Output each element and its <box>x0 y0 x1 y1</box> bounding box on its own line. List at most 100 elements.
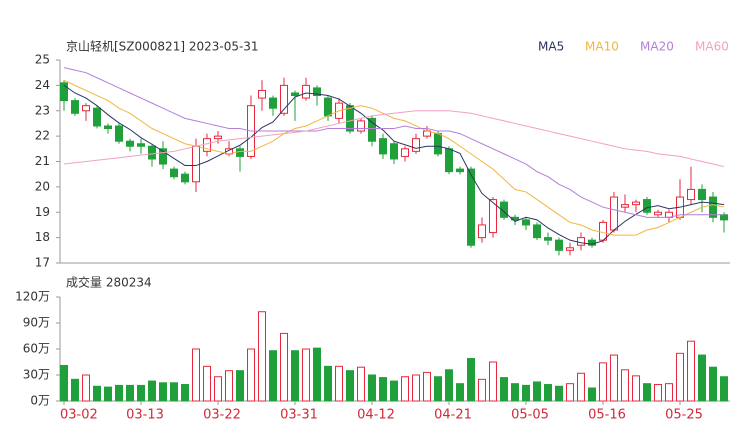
candle-body <box>566 247 574 251</box>
y-tick-label: 21 <box>35 154 50 168</box>
volume-bar <box>434 376 442 402</box>
candle-body <box>60 82 68 102</box>
volume-bar <box>280 332 288 402</box>
candle-body <box>478 224 486 239</box>
volume-bar <box>335 365 343 402</box>
volume-bar <box>159 382 167 402</box>
volume-bar <box>302 348 310 402</box>
candle-body <box>500 201 508 218</box>
candle-body <box>621 204 629 208</box>
volume-bar <box>467 358 475 402</box>
volume-bar <box>313 347 321 402</box>
volume-bar <box>654 384 662 402</box>
x-tick-label: 03-13 <box>126 408 164 423</box>
volume-bar <box>93 385 101 402</box>
volume-bar <box>192 348 200 402</box>
volume-bar <box>511 383 519 402</box>
candle-body <box>71 100 79 114</box>
x-tick-label: 05-05 <box>511 408 549 423</box>
candle-body <box>104 125 112 130</box>
candle-body <box>269 97 277 109</box>
x-tick-label: 04-12 <box>357 408 395 423</box>
y-tick-label: 23 <box>35 103 50 117</box>
volume-bar <box>104 386 112 402</box>
candle-body <box>456 168 464 173</box>
candle-body <box>357 120 365 132</box>
y-tick-label: 19 <box>35 205 50 219</box>
volume-bar <box>181 384 189 402</box>
ma-line <box>63 84 725 245</box>
ma-line <box>63 67 724 218</box>
y-tick-label: 24 <box>35 78 50 92</box>
candle-body <box>148 145 156 160</box>
candle-body <box>170 168 178 178</box>
volume-bar <box>137 384 145 402</box>
volume-bar <box>379 377 387 402</box>
volume-bar <box>247 348 255 402</box>
candle-body <box>82 105 90 112</box>
x-tick-label: 05-16 <box>588 408 626 423</box>
candle-body <box>368 117 376 142</box>
candle-body <box>687 188 695 201</box>
candle-body <box>445 148 453 173</box>
candle-body <box>236 148 244 157</box>
volume-bar <box>236 370 244 402</box>
volume-bar <box>445 369 453 402</box>
volume-bar <box>610 354 618 402</box>
volume-bar <box>566 383 574 402</box>
candle-body <box>93 107 101 127</box>
candle-body <box>412 138 420 152</box>
volume-bar <box>291 350 299 402</box>
legend-entry: MA10 <box>585 40 619 54</box>
volume-bar <box>643 383 651 402</box>
y-tick-label: 18 <box>35 230 50 244</box>
volume-bar <box>577 372 585 402</box>
y-tick-label: 120万 <box>15 290 50 304</box>
volume-bar <box>258 311 266 402</box>
volume-bar <box>676 352 684 402</box>
volume-bar <box>500 377 508 402</box>
volume-bar <box>698 354 706 402</box>
candle-body <box>214 135 222 140</box>
ma-line <box>63 110 725 168</box>
volume-bar <box>225 370 233 402</box>
volume-bar <box>555 385 563 402</box>
volume-bar <box>720 376 728 402</box>
candle-body <box>137 143 145 147</box>
candle-body <box>280 84 288 114</box>
volume-bar <box>357 366 365 402</box>
candle-body <box>390 143 398 160</box>
volume-bar <box>390 380 398 402</box>
candle-body <box>599 221 607 241</box>
candle-body <box>632 201 640 206</box>
volume-bar <box>148 380 156 402</box>
volume-bar <box>687 340 695 402</box>
y-tick-label: 60万 <box>23 342 50 356</box>
candle-body <box>313 87 321 97</box>
x-tick-label: 03-02 <box>60 408 98 423</box>
x-tick-label: 05-25 <box>665 408 703 423</box>
volume-bar <box>621 369 629 402</box>
volume-bar <box>401 376 409 402</box>
y-tick-label: 30万 <box>23 368 50 382</box>
candle-body <box>192 145 200 183</box>
candle-body <box>434 133 442 155</box>
legend-entry: MA5 <box>538 40 564 54</box>
candle-body <box>489 199 497 234</box>
candle-body <box>533 224 541 239</box>
candle-body <box>324 97 332 117</box>
candle-body <box>291 92 299 97</box>
volume-bar <box>170 382 178 402</box>
volume-bar <box>82 374 90 402</box>
volume-bar <box>214 376 222 402</box>
candle-body <box>698 188 706 201</box>
volume-bar <box>489 361 497 402</box>
candle-body <box>467 168 475 246</box>
volume-bar <box>533 381 541 402</box>
candle-body <box>159 148 167 165</box>
candle-body <box>522 219 530 226</box>
volume-bar <box>346 370 354 402</box>
candle-body <box>346 105 354 132</box>
candle-body <box>302 84 310 99</box>
